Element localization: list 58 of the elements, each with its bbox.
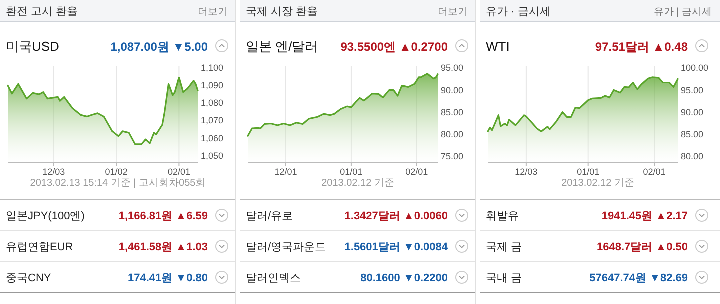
text: 1,166.81원 ▲6.59 bbox=[118, 210, 208, 222]
x-tick-label: 01/02 bbox=[105, 167, 128, 177]
y-tick-label: 80.00 bbox=[441, 129, 464, 140]
chart-title: 환전 고시 환율 bbox=[6, 6, 78, 18]
text: 2013.02.13 15:14 기준 | 고시회차055회 bbox=[30, 178, 206, 189]
y-tick-label: 75.00 bbox=[441, 151, 464, 162]
chart-subtitle: WTI bbox=[486, 39, 510, 54]
x-tick-label: 01/01 bbox=[340, 167, 363, 177]
y-tick-label: 80.00 bbox=[681, 151, 704, 162]
text: 국제 금 bbox=[486, 242, 522, 254]
text: 80.1600 ▼0.2200 bbox=[360, 272, 448, 284]
x-tick-label: 02/01 bbox=[643, 167, 666, 177]
text: 1.3427달러 ▲0.0060 bbox=[344, 210, 448, 222]
text: 97.51달러 ▲0.48 bbox=[595, 40, 688, 54]
y-tick-label: 100.00 bbox=[681, 63, 709, 74]
chart-subtitle: 일본 엔/달러 bbox=[246, 39, 318, 54]
x-tick-label: 12/03 bbox=[42, 167, 66, 177]
y-tick-label: 1,060 bbox=[201, 133, 224, 144]
text: 57647.74원 ▼82.69 bbox=[590, 272, 688, 284]
y-tick-label: 85.00 bbox=[441, 107, 464, 118]
text: 유럽연합EUR bbox=[6, 242, 74, 254]
y-tick-label: 95.00 bbox=[441, 63, 464, 74]
y-tick-label: 90.00 bbox=[681, 107, 704, 118]
text: 일본JPY(100엔) bbox=[6, 210, 85, 222]
y-tick-label: 95.00 bbox=[681, 85, 704, 96]
text: 93.5500엔 ▲0.2700 bbox=[340, 40, 448, 54]
x-tick-label: 12/01 bbox=[274, 167, 298, 177]
text: 1,087.00원 ▼5.00 bbox=[110, 40, 208, 54]
text: 174.41원 ▼0.80 bbox=[128, 272, 208, 284]
text: 중국CNY bbox=[6, 272, 52, 284]
x-tick-label: 12/03 bbox=[515, 167, 538, 177]
x-tick-label: 02/01 bbox=[406, 167, 428, 177]
text: 2013.02.12 기준 bbox=[322, 178, 394, 189]
chart-title: 유가 · 금시세 bbox=[486, 6, 551, 18]
y-tick-label: 90.00 bbox=[441, 85, 464, 96]
chart-subtitle: 미국USD bbox=[6, 39, 60, 54]
text: 1,461.58원 ▲1.03 bbox=[118, 242, 208, 254]
y-tick-label: 1,100 bbox=[201, 62, 224, 73]
text: 1648.7달러 ▲0.50 bbox=[597, 242, 688, 254]
chart-title: 국제 시장 환율 bbox=[246, 6, 318, 18]
y-tick-label: 1,070 bbox=[201, 116, 224, 126]
text: 유가 | 금시세 bbox=[654, 7, 712, 18]
text: 달러인덱스 bbox=[246, 272, 301, 284]
text: 더보기 bbox=[438, 7, 468, 18]
text: 1.5601달러 ▼0.0084 bbox=[344, 242, 449, 254]
text: 더보기 bbox=[198, 7, 228, 18]
text: 휘발유 bbox=[486, 210, 519, 222]
x-tick-label: 02/01 bbox=[168, 167, 190, 177]
text: 달러/영국파운드 bbox=[246, 242, 326, 254]
text: 달러/유로 bbox=[246, 210, 294, 222]
text: 국내 금 bbox=[486, 272, 522, 284]
y-tick-label: 85.00 bbox=[681, 129, 704, 140]
x-tick-label: 01/01 bbox=[577, 167, 600, 177]
text: 1941.45원 ▲2.17 bbox=[602, 210, 688, 222]
y-tick-label: 1,080 bbox=[201, 98, 224, 108]
y-tick-label: 1,050 bbox=[201, 150, 224, 161]
y-tick-label: 1,090 bbox=[201, 80, 224, 90]
text: 2013.02.12 기준 bbox=[562, 178, 634, 189]
